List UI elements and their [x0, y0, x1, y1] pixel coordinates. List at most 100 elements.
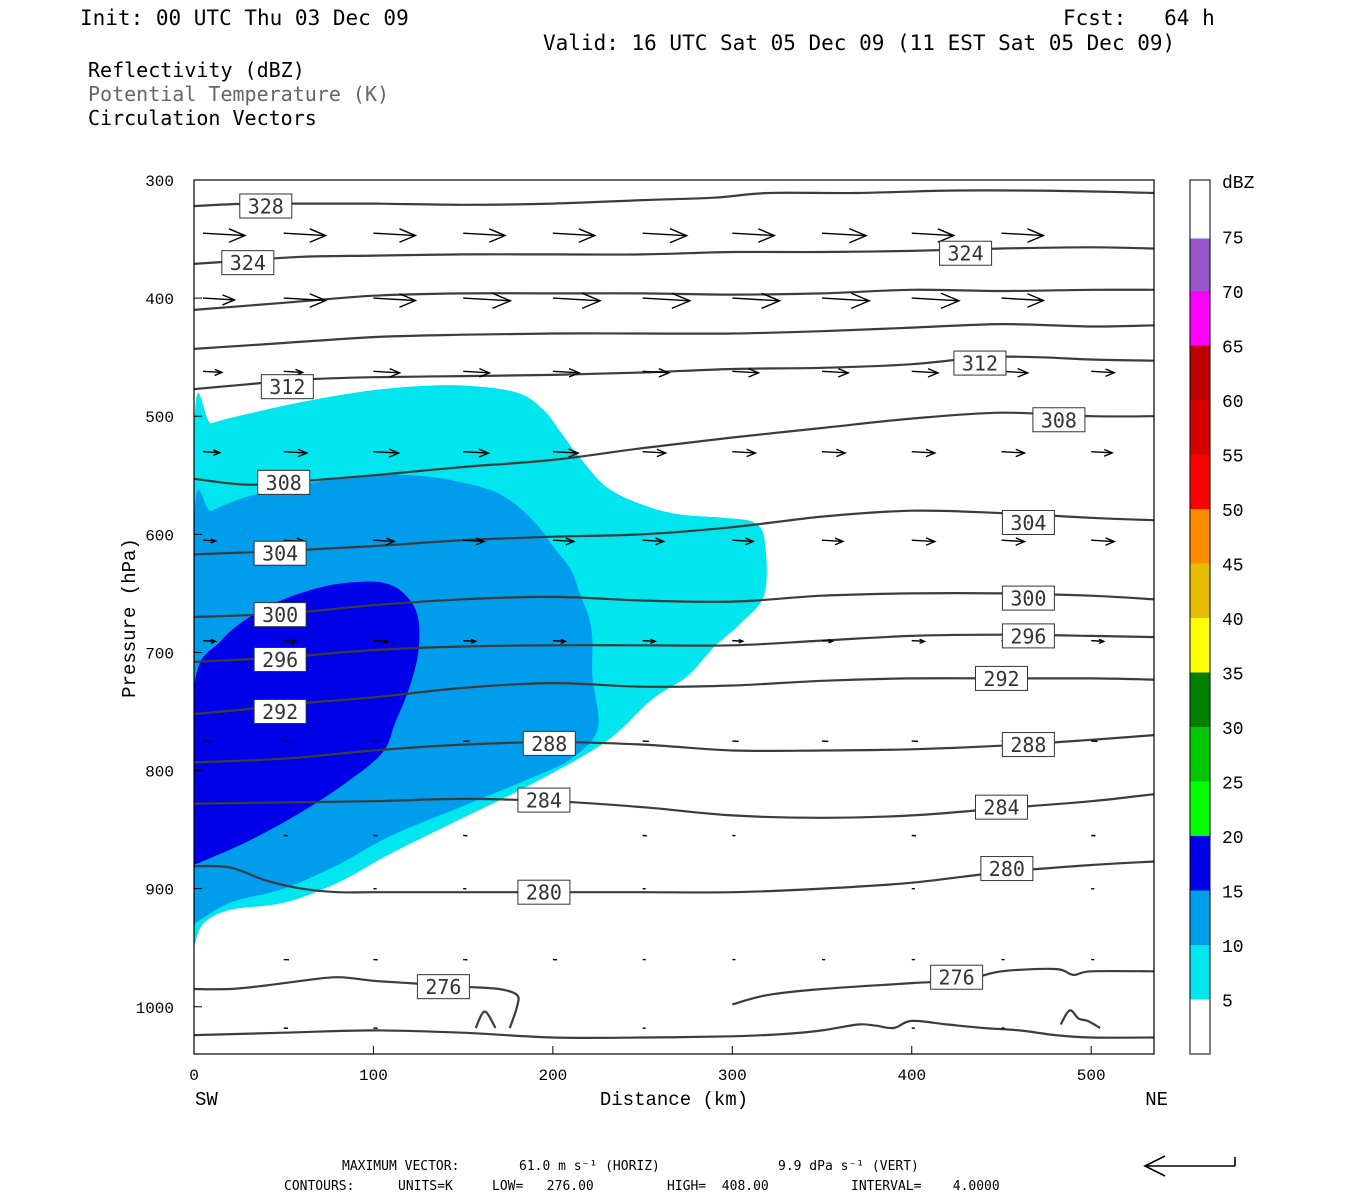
colorbar-label: 50	[1222, 502, 1244, 522]
colorbar-segment	[1190, 509, 1210, 564]
circulation-vector	[202, 228, 247, 243]
colorbar-label: 25	[1222, 775, 1244, 795]
colorbar-label: 15	[1222, 884, 1244, 904]
theta-label-box	[517, 879, 571, 905]
colorbar-label: 70	[1222, 284, 1244, 304]
max-vector-vert: 9.9 dPa s⁻¹ (VERT)	[778, 1159, 919, 1174]
colorbar-label: 20	[1222, 829, 1244, 849]
theta-label-box	[1032, 407, 1086, 433]
y-tick-label: 500	[145, 409, 174, 427]
theta-label-box	[517, 787, 571, 813]
circulation-vector	[732, 448, 758, 458]
y-tick-label: 600	[145, 527, 174, 545]
colorbar-segment	[1190, 454, 1210, 509]
theta-contour-324	[194, 246, 1154, 265]
theta-label-box	[416, 974, 470, 1000]
circulation-vector	[821, 638, 835, 644]
colorbar-label: 5	[1222, 993, 1233, 1013]
colorbar-label: 55	[1222, 448, 1244, 468]
field-vectors-label: Circulation Vectors	[88, 106, 317, 130]
circulation-vector	[1091, 537, 1117, 546]
circulation-vector	[1091, 448, 1115, 457]
theta-label: 300	[262, 603, 298, 627]
circulation-vector	[202, 538, 218, 544]
colorbar-segment	[1190, 781, 1210, 836]
theta-label: 284	[983, 796, 1019, 820]
theta-label: 292	[262, 700, 298, 724]
circulation-vector	[821, 448, 847, 458]
circulation-vector	[373, 367, 402, 378]
theta-label-box	[980, 856, 1034, 882]
theta-contour-280	[194, 860, 1154, 894]
circulation-vectors	[202, 227, 1117, 1029]
theta-label-box	[257, 469, 311, 495]
colorbar-segment	[1190, 345, 1210, 400]
theta-label: 304	[1010, 511, 1046, 535]
circulation-vector	[732, 638, 745, 644]
x-tick-label: 500	[1077, 1067, 1106, 1085]
theta-label: 280	[989, 857, 1025, 881]
colorbar-title: dBZ	[1222, 174, 1255, 194]
circulation-vector	[642, 367, 671, 378]
colorbar-label: 75	[1222, 230, 1244, 250]
theta-label: 276	[939, 966, 975, 990]
field-reflectivity-label: Reflectivity (dBZ)	[88, 58, 305, 82]
colorbar-segment	[1190, 618, 1210, 673]
theta-label: 312	[962, 352, 998, 376]
y-tick-label: 800	[145, 764, 174, 782]
circulation-vector	[552, 638, 568, 645]
colorbar-label: 45	[1222, 557, 1244, 577]
theta-contour-304	[194, 509, 1154, 556]
circulation-vector	[642, 638, 658, 645]
y-tick-label: 700	[145, 645, 174, 663]
contours-interval: INTERVAL= 4.0000	[851, 1179, 1000, 1194]
colorbar-segment	[1190, 182, 1210, 239]
circulation-vector	[463, 292, 513, 310]
colorbar-frame	[1189, 179, 1211, 1055]
circulation-vector	[821, 292, 872, 310]
theta-contour-296	[194, 633, 1154, 663]
circulation-vector	[373, 537, 397, 546]
circulation-vector	[552, 537, 576, 546]
circulation-vector	[911, 448, 937, 458]
theta-label: 300	[1010, 587, 1046, 611]
axes: 300 400 500 600 700 800 900 1000 0 100 200 300 400 50…	[119, 173, 1168, 1111]
circulation-vector	[202, 294, 237, 306]
circulation-vector	[463, 537, 486, 546]
circulation-vector	[642, 537, 666, 546]
theta-label-box	[221, 250, 275, 276]
colorbar-label: 30	[1222, 720, 1244, 740]
circulation-vector	[732, 367, 761, 378]
circulation-vector	[373, 638, 390, 645]
circulation-vector	[552, 228, 597, 243]
theta-label-box	[930, 964, 984, 990]
circulation-vector	[642, 227, 689, 244]
theta-label: 288	[531, 732, 567, 756]
theta-label-box	[253, 602, 307, 628]
colorbar-segment	[1190, 727, 1210, 782]
circulation-vector	[1091, 638, 1106, 645]
circulation-vector	[202, 368, 224, 377]
theta-label: 324	[948, 242, 984, 266]
x-tick-label: 0	[189, 1067, 199, 1085]
x-tick-label: 400	[897, 1067, 926, 1085]
theta-label-box	[253, 540, 307, 566]
theta-contour-308	[194, 411, 1154, 486]
theta-label: 284	[526, 789, 562, 813]
colorbar-segment	[1190, 291, 1210, 346]
theta-label-box	[253, 698, 307, 724]
max-vector-horiz: 61.0 m s⁻¹ (HORIZ)	[519, 1159, 660, 1174]
circulation-vector	[911, 638, 927, 645]
theta-label-box	[1001, 585, 1055, 611]
x-tick-label: 100	[359, 1067, 388, 1085]
theta-contours	[194, 189, 1154, 1040]
reference-vector	[1143, 1155, 1236, 1177]
circulation-vector	[552, 448, 580, 458]
theta-label: 292	[983, 667, 1019, 691]
theta-label-box	[1001, 732, 1055, 758]
theta-label: 296	[262, 648, 298, 672]
theta-label-box	[522, 730, 576, 756]
theta-label: 288	[1010, 733, 1046, 757]
colorbar-label: 10	[1222, 938, 1244, 958]
circulation-vector	[642, 292, 692, 310]
